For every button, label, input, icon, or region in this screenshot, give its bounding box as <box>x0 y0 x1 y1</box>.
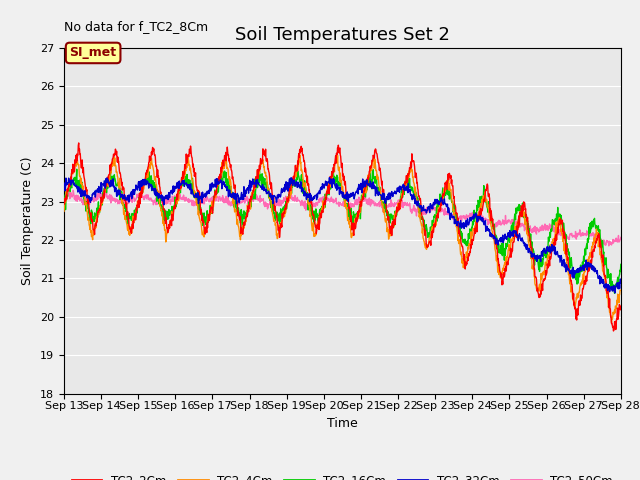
TC2_50Cm <box>502 218 509 224</box>
TC2_2Cm <box>617 304 625 310</box>
Line: TC2_4Cm: TC2_4Cm <box>64 155 621 323</box>
Line: TC2_32Cm: TC2_32Cm <box>64 178 621 293</box>
TC2_2Cm <box>610 328 618 334</box>
TC2_2Cm <box>246 199 254 204</box>
TC2_50Cm <box>171 193 179 199</box>
TC2_4Cm <box>429 225 437 230</box>
TC2_50Cm <box>184 198 192 204</box>
TC2_4Cm <box>246 197 254 203</box>
TC2_32Cm <box>170 188 178 194</box>
TC2_32Cm <box>611 290 619 296</box>
TC2_16Cm <box>255 166 263 171</box>
TC2_50Cm <box>551 225 559 230</box>
TC2_50Cm <box>429 202 437 207</box>
TC2_16Cm <box>502 240 509 246</box>
TC2_4Cm <box>607 320 615 325</box>
TC2_50Cm <box>605 243 612 249</box>
TC2_50Cm <box>246 198 254 204</box>
TC2_2Cm <box>429 229 437 235</box>
TC2_16Cm <box>246 200 254 205</box>
TC2_50Cm <box>63 187 70 192</box>
TC2_32Cm <box>551 244 559 250</box>
TC2_32Cm <box>502 233 509 239</box>
TC2_2Cm <box>75 140 83 146</box>
TC2_2Cm <box>60 196 68 202</box>
TC2_16Cm <box>429 219 437 225</box>
TC2_16Cm <box>611 290 618 296</box>
TC2_4Cm <box>60 208 68 214</box>
TC2_2Cm <box>171 203 179 208</box>
TC2_50Cm <box>617 235 625 240</box>
TC2_4Cm <box>184 155 191 161</box>
TC2_4Cm <box>170 204 178 210</box>
TC2_4Cm <box>296 152 304 158</box>
TC2_2Cm <box>502 264 509 269</box>
TC2_16Cm <box>617 262 625 267</box>
TC2_32Cm <box>429 201 437 207</box>
TC2_32Cm <box>617 280 625 286</box>
TC2_4Cm <box>502 255 509 261</box>
X-axis label: Time: Time <box>327 417 358 430</box>
TC2_32Cm <box>184 184 191 190</box>
TC2_16Cm <box>184 181 191 187</box>
Text: SI_met: SI_met <box>70 47 116 60</box>
Legend: TC2_2Cm, TC2_4Cm, TC2_16Cm, TC2_32Cm, TC2_50Cm: TC2_2Cm, TC2_4Cm, TC2_16Cm, TC2_32Cm, TC… <box>67 469 618 480</box>
TC2_50Cm <box>60 191 68 197</box>
TC2_32Cm <box>326 175 333 180</box>
Line: TC2_16Cm: TC2_16Cm <box>64 168 621 293</box>
TC2_32Cm <box>246 183 254 189</box>
TC2_16Cm <box>170 204 178 209</box>
Line: TC2_2Cm: TC2_2Cm <box>64 143 621 331</box>
TC2_4Cm <box>551 233 559 239</box>
TC2_4Cm <box>617 288 625 293</box>
TC2_2Cm <box>184 152 192 157</box>
TC2_2Cm <box>551 235 559 241</box>
Y-axis label: Soil Temperature (C): Soil Temperature (C) <box>22 156 35 285</box>
Title: Soil Temperatures Set 2: Soil Temperatures Set 2 <box>235 25 450 44</box>
TC2_32Cm <box>60 184 68 190</box>
Line: TC2_50Cm: TC2_50Cm <box>64 190 621 246</box>
TC2_16Cm <box>60 192 68 198</box>
Text: No data for f_TC2_8Cm: No data for f_TC2_8Cm <box>64 20 208 33</box>
TC2_16Cm <box>551 216 559 222</box>
